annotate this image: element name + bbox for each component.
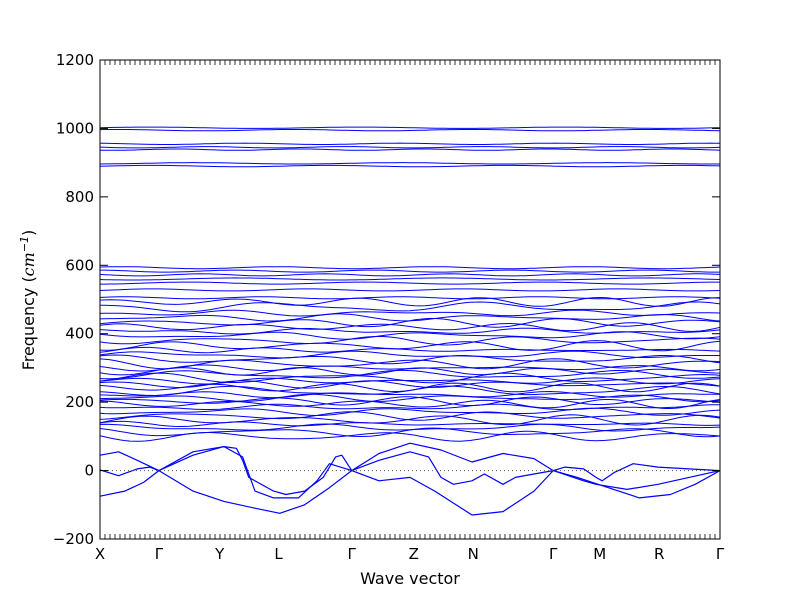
band-line: [99, 146, 721, 149]
band-line: [99, 385, 721, 397]
band-line: [99, 393, 721, 403]
x-tick-label: Γ: [155, 545, 164, 563]
band-line: [99, 377, 721, 385]
band-line: [99, 430, 721, 442]
band-line: [99, 148, 721, 151]
x-tick-label: Y: [214, 545, 225, 563]
band-line: [99, 129, 721, 132]
y-tick-label: 1000: [56, 119, 94, 137]
acoustic-band-line: [99, 442, 721, 499]
band-line: [99, 399, 721, 409]
y-axis-label-text: Frequency: [19, 288, 38, 371]
x-tick-label: N: [468, 545, 479, 563]
x-axis-label: Wave vector: [360, 569, 460, 588]
band-line: [99, 296, 721, 300]
x-tick-label: M: [593, 545, 606, 563]
band-line: [99, 142, 720, 145]
x-tick-label: L: [274, 545, 283, 563]
y-tick-label: −200: [53, 530, 94, 548]
band-line: [99, 346, 721, 354]
band-line: [99, 331, 721, 340]
band-line: [99, 411, 721, 421]
x-tick-label: Γ: [716, 545, 725, 563]
y-axis-label: Frequency (cm−1): [18, 230, 39, 371]
x-tick-label: X: [95, 545, 105, 563]
x-tick-label: Γ: [348, 545, 357, 563]
y-axis-label-exponent: −1: [18, 236, 31, 252]
band-line: [99, 273, 721, 277]
y-axis-label-unit: cm: [19, 252, 38, 276]
x-tick-label: Z: [409, 545, 419, 563]
band-line: [99, 126, 721, 129]
band-line: [99, 288, 721, 292]
band-line: [99, 390, 720, 399]
y-ticks-group: −200 0 200 400 600 800 1000 1200: [53, 51, 720, 548]
band-line: [99, 340, 721, 352]
y-tick-label: 1200: [56, 51, 94, 69]
band-line: [99, 367, 721, 376]
y-tick-label: 0: [84, 462, 94, 480]
x-tick-label: Γ: [549, 545, 558, 563]
band-line: [99, 407, 721, 416]
band-line: [99, 164, 721, 168]
band-line: [99, 277, 721, 281]
band-line: [99, 403, 720, 411]
band-line: [99, 358, 721, 370]
band-line: [99, 322, 721, 332]
band-line: [99, 162, 720, 165]
band-line: [100, 281, 720, 285]
acoustic-band-line: [99, 470, 721, 516]
bands-group: [99, 126, 721, 516]
band-line: [99, 350, 720, 359]
band-line: [100, 269, 720, 273]
band-line: [99, 380, 721, 389]
band-line: [99, 420, 721, 428]
y-tick-label: 200: [65, 393, 94, 411]
y-tick-label: 800: [65, 188, 94, 206]
x-tick-label: R: [654, 545, 664, 563]
band-line: [99, 354, 721, 365]
band-line: [99, 414, 721, 426]
band-line: [99, 317, 721, 328]
band-line: [99, 266, 721, 270]
band-line: [99, 309, 721, 317]
y-tick-label: 600: [65, 256, 94, 274]
band-line: [99, 369, 721, 380]
band-line: [99, 301, 721, 313]
band-line: [99, 335, 721, 346]
y-tick-label: 400: [65, 325, 94, 343]
band-line: [99, 372, 721, 384]
band-line: [99, 296, 721, 307]
